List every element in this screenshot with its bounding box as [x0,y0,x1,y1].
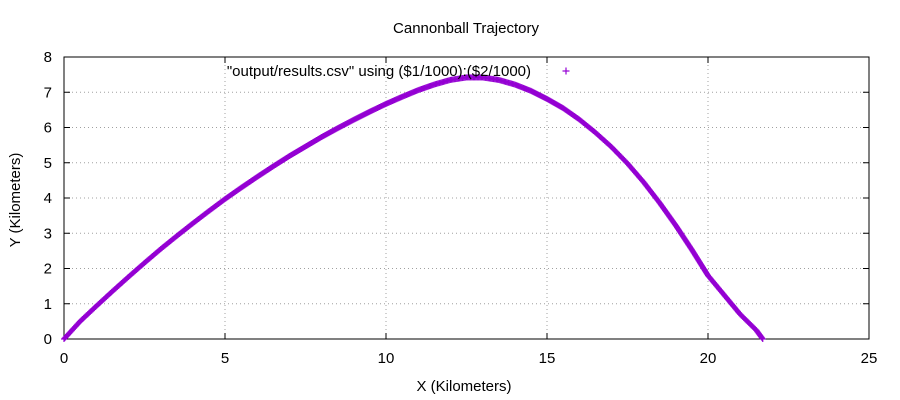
y-tick-labels: 0 1 2 3 4 5 6 7 8 [44,49,52,348]
x-tick-label: 20 [700,350,717,367]
x-tick-label: 10 [378,350,395,367]
y-tick-label: 6 [44,120,52,137]
x-axis-label: X (Kilometers) [416,378,511,395]
y-tick-label: 5 [44,155,52,172]
legend-marker-plus [562,67,570,75]
x-tick-labels: 0 5 10 15 20 25 [60,350,878,367]
data-point [759,335,766,342]
x-tick-label: 0 [60,350,68,367]
y-tick-label: 7 [44,84,52,101]
chart-title: Cannonball Trajectory [393,20,539,37]
data-point [759,336,766,342]
x-tick-label: 15 [539,350,556,367]
legend-marker [562,67,570,75]
x-tick-label: 25 [861,350,878,367]
legend: "output/results.csv" using ($1/1000):($2… [227,63,570,80]
grid [64,57,869,339]
legend-label: "output/results.csv" using ($1/1000):($2… [227,63,531,80]
y-tick-label: 0 [44,331,52,348]
y-tick-label: 2 [44,261,52,278]
y-tick-label: 1 [44,296,52,313]
y-tick-label: 8 [44,49,52,66]
data-points [61,74,766,342]
y-tick-label: 3 [44,225,52,242]
y-axis-label: Y (Kilometers) [7,153,24,248]
y-tick-label: 4 [44,190,52,207]
x-tick-label: 5 [221,350,229,367]
